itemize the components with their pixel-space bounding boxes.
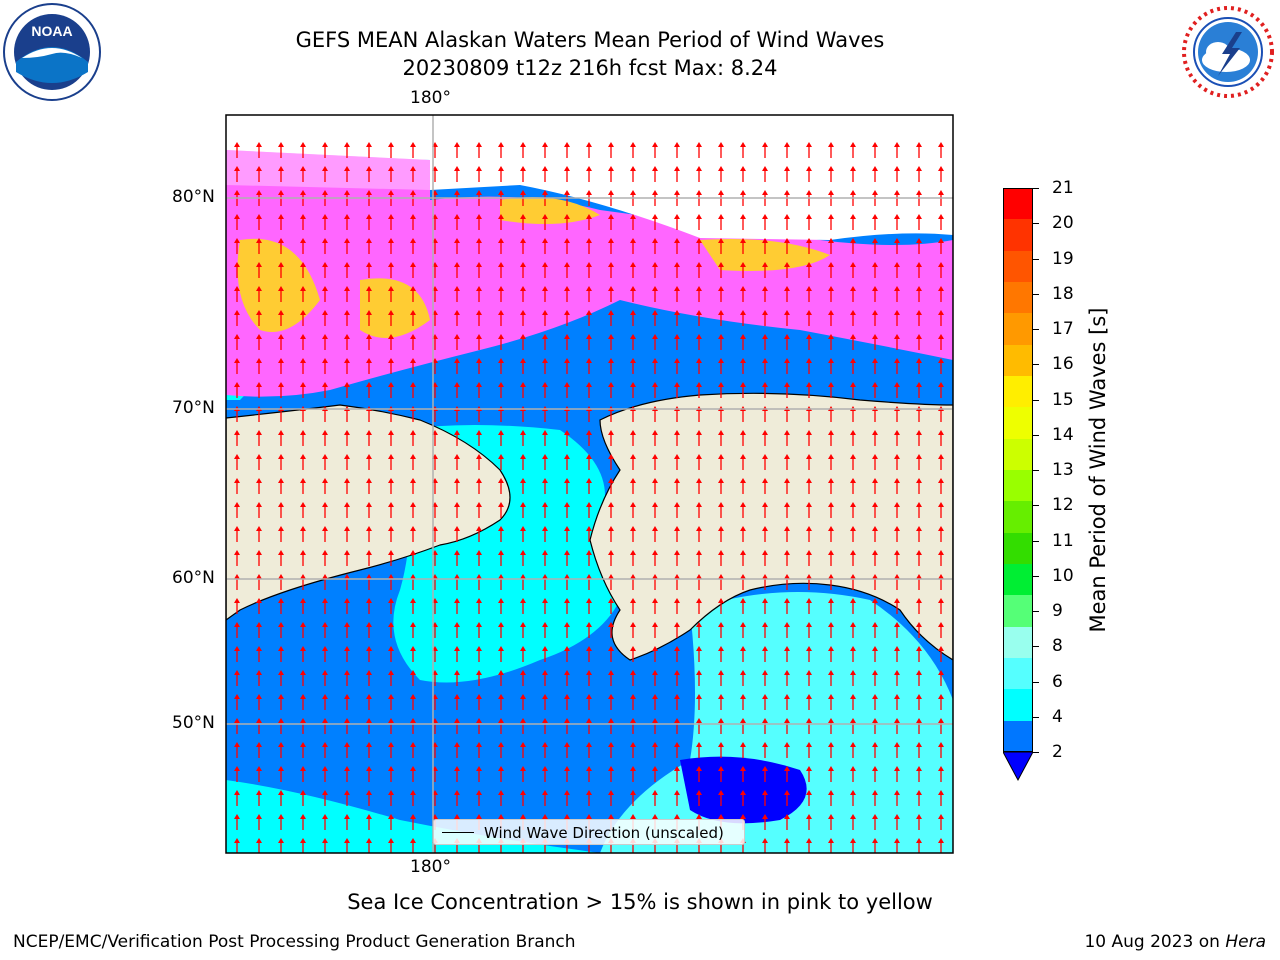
- colorbar-segment: [1003, 626, 1033, 659]
- colorbar-segment: [1003, 250, 1033, 283]
- colorbar-tick-mark: [1033, 223, 1039, 225]
- lat-label-60n: 60°N: [172, 568, 215, 588]
- colorbar-tick-mark: [1033, 258, 1039, 260]
- lat-label-80n: 80°N: [172, 187, 215, 207]
- colorbar-segment: [1003, 438, 1033, 471]
- colorbar-tick-label: 17: [1052, 319, 1074, 339]
- colorbar-tick-mark: [1033, 716, 1039, 718]
- colorbar-segment: [1003, 219, 1033, 252]
- colorbar-segment: [1003, 501, 1033, 534]
- colorbar-tick-mark: [1033, 611, 1039, 612]
- colorbar-tick-mark: [1033, 540, 1039, 542]
- colorbar-tick-mark: [1033, 470, 1039, 471]
- colorbar-segment: [1003, 407, 1033, 440]
- colorbar-tick-label: 18: [1052, 283, 1074, 304]
- sea-ice-note: Sea Ice Concentration > 15% is shown in …: [347, 890, 933, 914]
- colorbar-tick-label: 11: [1052, 530, 1074, 551]
- plot-subtitle: 20230809 t12z 216h fcst Max: 8.24: [402, 56, 778, 80]
- legend-line-icon: [442, 832, 474, 833]
- nws-logo: [1180, 4, 1276, 100]
- plot-title: GEFS MEAN Alaskan Waters Mean Period of …: [295, 28, 885, 52]
- colorbar-tick-label: 19: [1052, 248, 1074, 269]
- colorbar-tick-label: 9: [1052, 601, 1063, 621]
- footer-date: 10 Aug 2023 on Hera: [1084, 932, 1266, 952]
- colorbar-tick-label: 14: [1052, 424, 1074, 445]
- colorbar-tick-label: 21: [1052, 178, 1074, 198]
- map-frame: [225, 114, 954, 854]
- colorbar-segment: [1003, 313, 1033, 346]
- colorbar-tick-label: 13: [1052, 460, 1074, 480]
- colorbar-tick-mark: [1033, 364, 1039, 366]
- noaa-logo: NOAA: [3, 3, 101, 101]
- colorbar-tick-mark: [1033, 329, 1039, 330]
- colorbar-segment: [1003, 376, 1033, 408]
- colorbar-tick-mark: [1033, 575, 1039, 577]
- map-legend: Wind Wave Direction (unscaled): [433, 819, 745, 845]
- colorbar-segment: [1003, 344, 1033, 377]
- colorbar-segment: [1003, 188, 1033, 220]
- wind-wave-arrows: [226, 140, 953, 853]
- colorbar-tick-mark: [1033, 188, 1039, 189]
- lon-label-top: 180°: [410, 88, 451, 108]
- colorbar-tick-mark: [1033, 681, 1039, 683]
- colorbar-under-arrow: [1003, 752, 1033, 782]
- colorbar-tick-mark: [1033, 752, 1039, 753]
- colorbar-tick-label: 15: [1052, 389, 1074, 410]
- colorbar-segment: [1003, 470, 1033, 502]
- colorbar-tick-mark: [1033, 646, 1039, 648]
- colorbar-title: Mean Period of Wind Waves [s]: [1086, 307, 1110, 633]
- colorbar-segment: [1003, 564, 1033, 596]
- colorbar: [1003, 188, 1033, 753]
- colorbar-tick-mark: [1033, 293, 1039, 295]
- footer-date-text: 10 Aug 2023 on: [1084, 932, 1220, 952]
- colorbar-tick-mark: [1033, 399, 1039, 401]
- noaa-logo-text: NOAA: [31, 23, 72, 39]
- footer-host: Hera: [1225, 932, 1266, 952]
- colorbar-segment: [1003, 689, 1033, 722]
- colorbar-segment: [1003, 532, 1033, 565]
- colorbar-tick-label: 10: [1052, 565, 1074, 586]
- colorbar-tick-label: 4: [1052, 706, 1063, 727]
- colorbar-segment: [1003, 282, 1033, 314]
- colorbar-tick-mark: [1033, 434, 1039, 436]
- colorbar-tick-label: 12: [1052, 495, 1074, 516]
- colorbar-segment: [1003, 658, 1033, 690]
- lat-label-70n: 70°N: [172, 398, 215, 418]
- legend-label: Wind Wave Direction (unscaled): [484, 824, 724, 842]
- colorbar-tick-label: 2: [1052, 742, 1063, 762]
- colorbar-tick-label: 20: [1052, 213, 1074, 234]
- colorbar-tick-mark: [1033, 505, 1039, 507]
- colorbar-tick-label: 16: [1052, 354, 1074, 375]
- footer-credit: NCEP/EMC/Verification Post Processing Pr…: [13, 932, 576, 952]
- lon-label-bottom: 180°: [410, 857, 451, 877]
- colorbar-segment: [1003, 720, 1033, 753]
- lat-label-50n: 50°N: [172, 713, 215, 733]
- colorbar-tick-label: 6: [1052, 671, 1063, 692]
- colorbar-segment: [1003, 595, 1033, 628]
- colorbar-tick-label: 8: [1052, 636, 1063, 657]
